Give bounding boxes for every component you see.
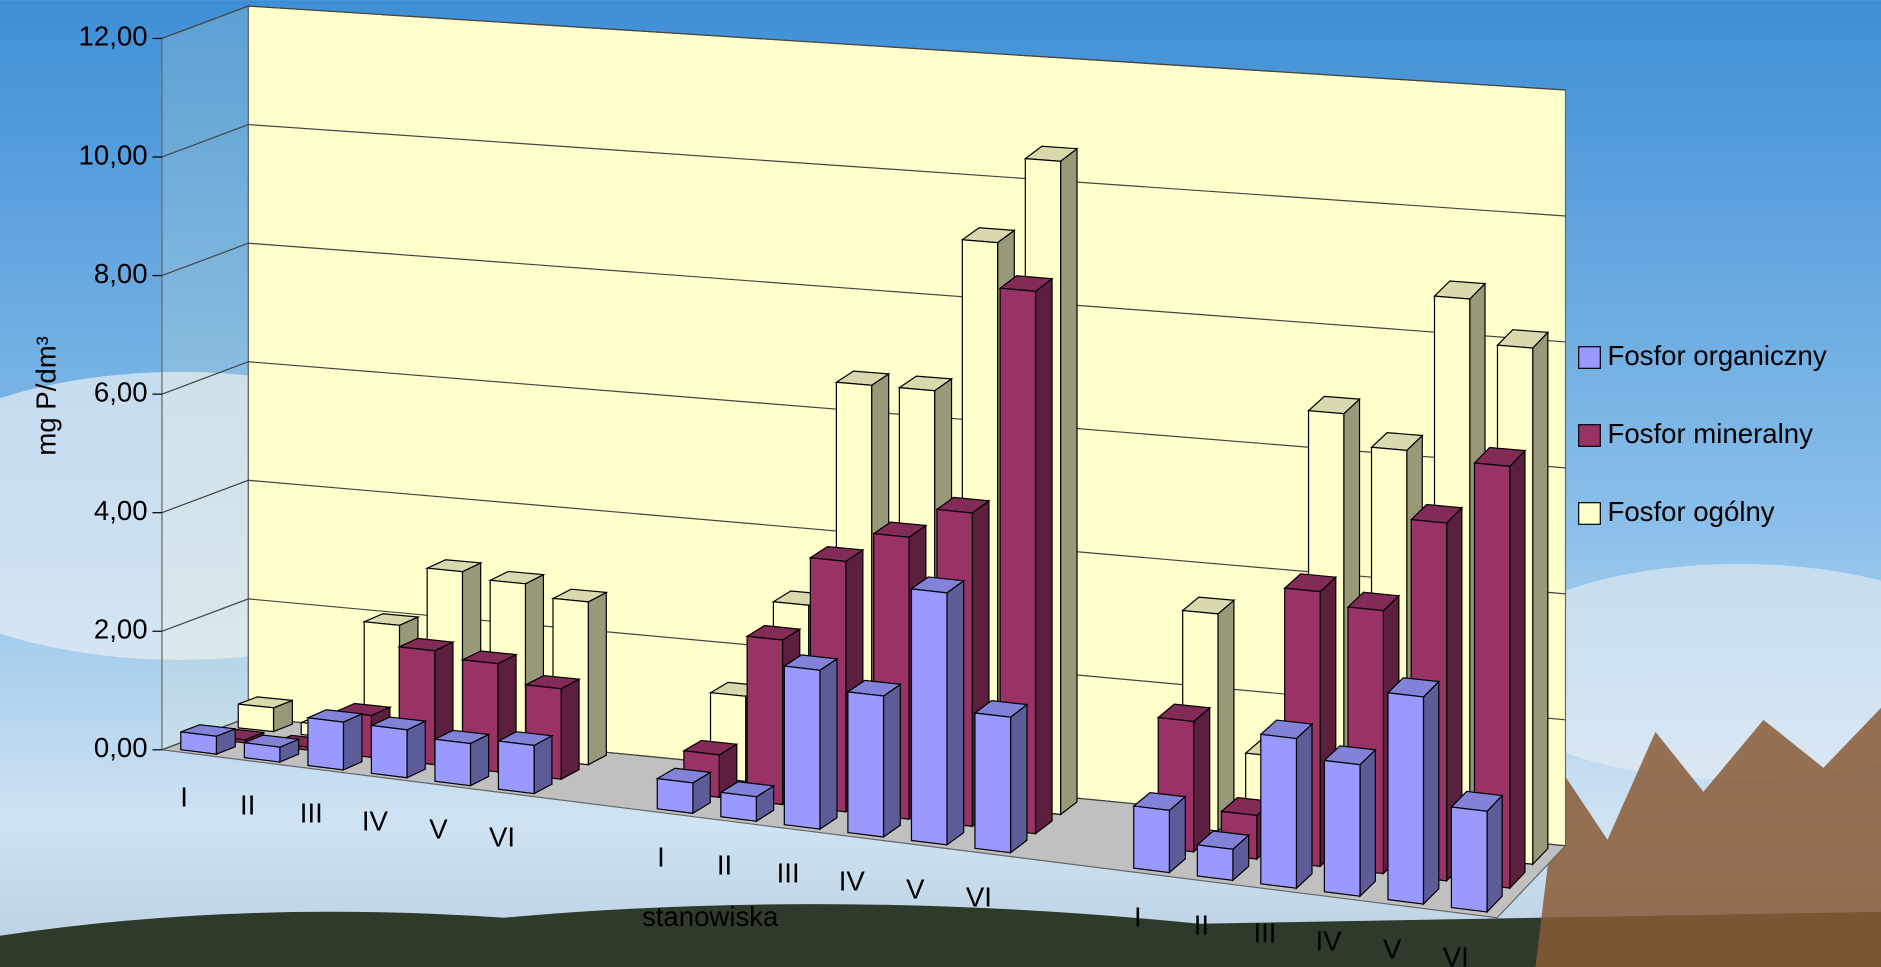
- x-tick-label: I: [1134, 902, 1142, 933]
- x-tick-label: III: [777, 858, 800, 889]
- y-tick-label: 4,00: [94, 495, 148, 526]
- grid-line: [161, 123, 1566, 217]
- grid-line: [161, 479, 1566, 595]
- grid-line: [161, 598, 1566, 721]
- bar-side: [1295, 722, 1313, 890]
- bar: [243, 742, 281, 763]
- bar-side: [819, 657, 838, 831]
- legend-swatch: [1578, 502, 1601, 525]
- bar-side: [1217, 598, 1235, 833]
- x-tick-label: VI: [966, 882, 992, 913]
- bar: [1196, 844, 1234, 882]
- y-tick-label: 2,00: [94, 614, 148, 645]
- bar: [307, 717, 345, 771]
- x-tick-label: V: [429, 814, 448, 845]
- bar: [1450, 806, 1488, 913]
- bar-side: [1034, 277, 1053, 835]
- x-tick-label: III: [300, 798, 323, 829]
- bar-side: [1359, 748, 1376, 898]
- bar-side: [1532, 330, 1549, 866]
- x-tick-label: V: [1383, 934, 1402, 965]
- bar: [1387, 692, 1425, 905]
- bar-side: [1193, 706, 1211, 854]
- bar: [180, 731, 218, 755]
- bar-side: [946, 579, 965, 847]
- x-axis-label: stanowiska: [642, 901, 779, 932]
- bar: [656, 777, 694, 814]
- legend-swatch: [1578, 346, 1601, 369]
- legend-label: Fosfor organiczny: [1607, 340, 1826, 371]
- bar: [720, 791, 757, 822]
- y-tick-label: 0,00: [94, 732, 148, 763]
- bar: [1323, 759, 1361, 897]
- bar-side: [560, 678, 580, 781]
- x-tick-label: II: [240, 790, 255, 821]
- bar-side: [1422, 680, 1440, 906]
- legend: Fosfor organiczny Fosfor mineralny Fosfor …: [1578, 340, 1827, 527]
- x-tick-label: VI: [489, 822, 515, 853]
- x-tick-label: V: [906, 874, 925, 905]
- bar: [1260, 733, 1298, 889]
- y-tick-label: 8,00: [94, 258, 148, 289]
- bar-side: [587, 591, 607, 766]
- bar: [1133, 805, 1170, 874]
- bar-side: [1009, 703, 1028, 854]
- x-tick-label: VI: [1443, 942, 1469, 967]
- bar-side: [406, 720, 426, 779]
- x-tick-label: IV: [362, 806, 389, 837]
- bar: [783, 665, 821, 830]
- x-tick-label: II: [717, 850, 732, 881]
- grid-line: [161, 361, 1566, 469]
- bar: [497, 740, 535, 795]
- x-tick-label: I: [657, 842, 665, 873]
- bar-side: [342, 712, 363, 771]
- bar: [974, 712, 1012, 854]
- bar: [434, 738, 472, 787]
- y-tick-label: 12,00: [79, 21, 148, 52]
- legend-label: Fosfor mineralny: [1607, 418, 1813, 449]
- grid-line: [161, 242, 1566, 343]
- bar: [746, 635, 784, 806]
- grid-line: [161, 5, 1566, 91]
- x-tick-label: II: [1194, 910, 1209, 941]
- x-tick-label: IV: [1316, 926, 1343, 957]
- bar: [910, 588, 948, 846]
- trees: [1535, 707, 1881, 967]
- bar: [847, 691, 885, 838]
- y-axis-label: mg P/dm³: [30, 336, 61, 456]
- x-tick-label: III: [1253, 918, 1276, 949]
- y-tick-label: 10,00: [79, 139, 148, 170]
- bar-side: [1059, 147, 1078, 816]
- bar-side: [1509, 449, 1526, 890]
- legend-swatch: [1578, 424, 1601, 447]
- bar: [370, 724, 408, 779]
- y-tick-label: 6,00: [94, 376, 148, 407]
- hills: [0, 904, 1881, 967]
- legend-label: Fosfor ogólny: [1607, 496, 1774, 527]
- x-tick-label: IV: [839, 866, 866, 897]
- x-tick-label: I: [180, 782, 188, 813]
- bar-side: [882, 683, 901, 839]
- bar: [237, 703, 275, 733]
- cloud: [1475, 563, 1881, 780]
- bar-side: [1486, 794, 1503, 914]
